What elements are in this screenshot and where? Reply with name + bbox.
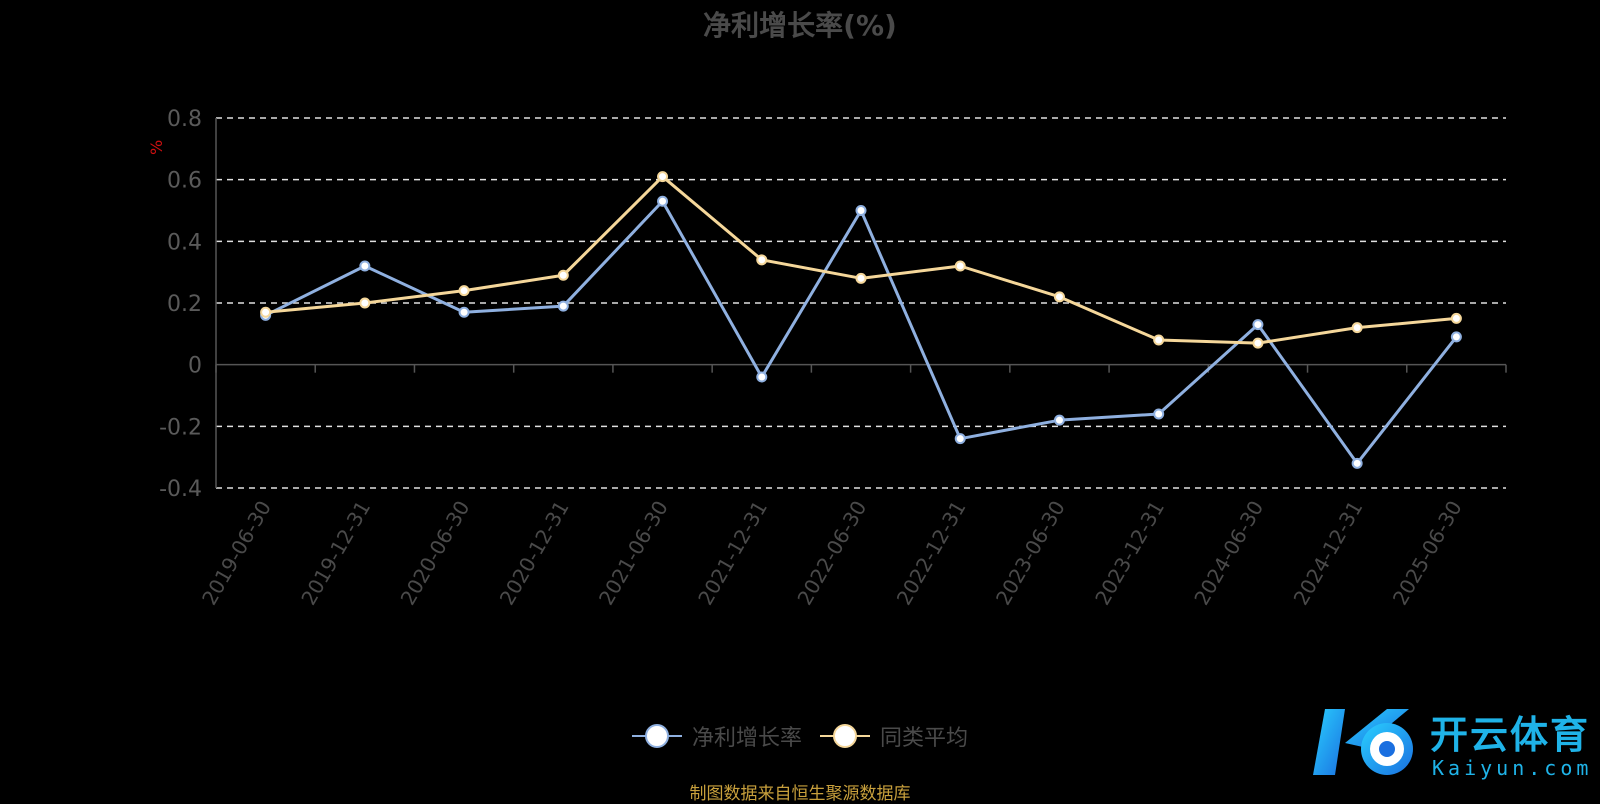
x-tick-label: 2024-06-30 bbox=[1189, 497, 1268, 610]
x-tick-label: 2024-12-31 bbox=[1289, 497, 1368, 610]
y-tick-label: -0.2 bbox=[159, 415, 202, 440]
x-tick-label: 2021-06-30 bbox=[594, 497, 673, 610]
data-point bbox=[855, 205, 867, 216]
brand-url: Kaiyun.com bbox=[1432, 756, 1593, 780]
y-tick-label: 0.8 bbox=[167, 107, 202, 132]
series-line bbox=[264, 199, 1458, 465]
source-note: 制图数据来自恒生聚源数据库 bbox=[689, 784, 911, 804]
x-tick-label: 2020-06-30 bbox=[396, 496, 475, 609]
brand-name: 开云体育 bbox=[1430, 713, 1591, 757]
data-point bbox=[954, 260, 966, 272]
legend-item-2[interactable]: 同类平均 bbox=[820, 720, 968, 752]
data-point bbox=[1252, 319, 1264, 331]
legend-item-1[interactable]: 净利增长率 bbox=[631, 720, 802, 752]
x-tick-label: 2020-12-31 bbox=[495, 497, 574, 610]
x-tick-label: 2021-12-31 bbox=[693, 497, 772, 610]
grid-lines bbox=[216, 117, 1506, 489]
series-2 bbox=[260, 171, 1462, 349]
data-point bbox=[1351, 457, 1363, 469]
legend: 净利增长率 同类平均 bbox=[0, 720, 1600, 752]
legend-swatch bbox=[631, 724, 682, 748]
data-point bbox=[1153, 408, 1165, 420]
data-point bbox=[1053, 414, 1065, 426]
data-point bbox=[855, 272, 867, 284]
y-axis-unit: % bbox=[147, 140, 166, 155]
x-tick-label: 2019-06-30 bbox=[197, 497, 276, 610]
data-point bbox=[657, 171, 669, 183]
x-tick-label: 2025-06-30 bbox=[1388, 497, 1467, 610]
y-tick-label: 0 bbox=[188, 354, 202, 379]
x-tick-label: 2022-12-31 bbox=[892, 496, 971, 609]
legend-marker bbox=[644, 724, 669, 748]
data-point bbox=[458, 306, 470, 318]
y-tick-label: 0.4 bbox=[167, 230, 202, 255]
data-point bbox=[1450, 331, 1462, 343]
x-tick-label: 2022-06-30 bbox=[792, 497, 871, 610]
data-point bbox=[260, 306, 272, 318]
y-tick-label: 0.6 bbox=[167, 169, 202, 194]
legend-label: 同类平均 bbox=[880, 726, 969, 751]
data-point bbox=[756, 254, 768, 266]
brand-logo bbox=[1313, 709, 1413, 775]
legend-marker bbox=[833, 724, 857, 748]
chart-title: 净利增长率(%) bbox=[703, 9, 897, 42]
y-tick-label: -0.4 bbox=[159, 477, 202, 502]
series-1 bbox=[260, 195, 1462, 469]
x-tick-label: 2023-06-30 bbox=[991, 497, 1070, 610]
data-point bbox=[657, 195, 669, 207]
data-point bbox=[359, 260, 371, 272]
series-layer bbox=[260, 171, 1462, 469]
data-point bbox=[756, 371, 768, 383]
data-point bbox=[458, 285, 470, 297]
data-point bbox=[1351, 322, 1363, 334]
y-tick-label: 0.2 bbox=[167, 292, 202, 317]
data-point bbox=[1153, 334, 1165, 346]
data-point bbox=[1053, 291, 1065, 303]
x-tick-label: 2023-12-31 bbox=[1090, 497, 1169, 610]
series-line bbox=[265, 175, 1457, 345]
data-point bbox=[954, 433, 966, 445]
data-point bbox=[359, 297, 371, 309]
x-tick-label: 2019-12-31 bbox=[296, 497, 375, 610]
data-point bbox=[557, 300, 569, 312]
data-point bbox=[1450, 312, 1462, 324]
data-point bbox=[557, 269, 569, 281]
legend-label: 净利增长率 bbox=[691, 726, 802, 751]
data-point bbox=[1252, 337, 1264, 349]
legend-swatch bbox=[820, 724, 870, 748]
